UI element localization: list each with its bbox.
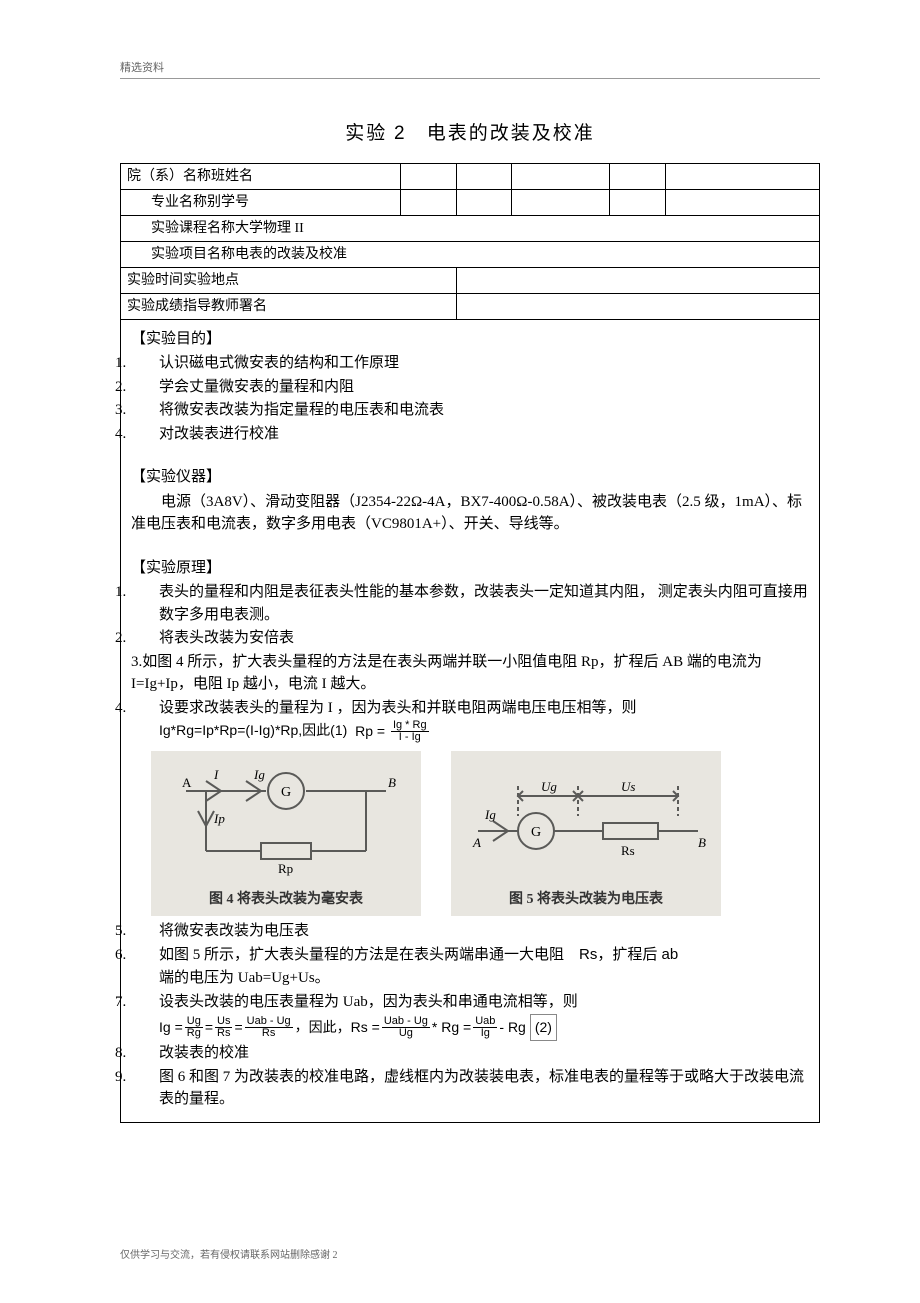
list-item: 5.将微安表改装为电压表 <box>131 920 809 943</box>
label-Ug: Ug <box>541 779 557 794</box>
item-text: 表头的量程和内阻是表征表头性能的基本参数，改装表头一定知道其内阻， 测定表头内阻… <box>159 584 808 623</box>
label-B: B <box>388 775 396 790</box>
list-item: 2.学会丈量微安表的量程和内阻 <box>131 376 809 399</box>
cell-label: 实验地点 <box>183 273 239 288</box>
section-heading-principle: 【实验原理】 <box>131 557 809 580</box>
list-item: 2.将表头改装为安倍表 <box>131 627 809 650</box>
page-footer: 仅供学习与交流，若有侵权请联系网站删除感谢 2 <box>120 1248 338 1263</box>
table-row: 实验时间实验地点 <box>121 267 820 293</box>
cell-label: 班姓名 <box>211 169 253 184</box>
cell-label: 实验项目名称 <box>151 247 235 262</box>
list-item: 7.设表头改装的电压表量程为 Uab，因为表头和串通电流相等，则 <box>131 991 809 1014</box>
eq-lhs: Ig*Rg=Ip*Rp=(I-Ig)*Rp,因此(1) <box>159 722 347 738</box>
table-row: 实验项目名称电表的改装及校准 <box>121 241 820 267</box>
list-item: 1.认识磁电式微安表的结构和工作原理 <box>131 352 809 375</box>
eq-ig: Ig = <box>159 1017 183 1038</box>
list-item: 4.对改装表进行校准 <box>131 423 809 446</box>
label-B: B <box>698 835 706 850</box>
item-text: 将表头改装为安倍表 <box>159 630 294 646</box>
fraction: Uab - UgRs <box>243 1016 295 1039</box>
item-text: 设表头改装的电压表量程为 Uab，因为表头和串通电流相等，则 <box>159 994 578 1010</box>
circuit-diagram-4: A B I Ig Ip Rp G <box>166 761 406 881</box>
figures-row: A B I Ig Ip Rp G 图 4 将表头改装为毫安表 <box>151 751 809 916</box>
cell-label: 实验时间 <box>127 273 183 288</box>
fraction: UabIg <box>471 1016 499 1039</box>
label-A: A <box>472 835 481 850</box>
list-item: 3.将微安表改装为指定量程的电压表和电流表 <box>131 399 809 422</box>
item-text: 将微安表改装为指定量程的电压表和电流表 <box>159 402 444 418</box>
label-A: A <box>182 775 192 790</box>
fraction: Ig * Rg I - Ig <box>389 720 431 743</box>
item-continue: 端的电压为 Uab=Ug+Us。 <box>159 967 809 990</box>
document-title: 实验 2 电表的改装及校准 <box>120 120 820 149</box>
item-text: 认识磁电式微安表的结构和工作原理 <box>159 355 399 371</box>
eq-text: 因此， <box>309 1017 351 1038</box>
figure-5-caption: 图 5 将表头改装为电压表 <box>463 889 709 910</box>
title-number: 2 <box>394 123 407 144</box>
table-row: 专业名称别学号 <box>121 189 820 215</box>
table-row: 实验课程名称大学物理 II <box>121 215 820 241</box>
content-box: 【实验目的】 1.认识磁电式微安表的结构和工作原理 2.学会丈量微安表的量程和内… <box>120 320 820 1123</box>
section-heading-purpose: 【实验目的】 <box>131 328 809 351</box>
item-text-tail: Rs，扩程后 ab <box>579 946 678 963</box>
figure-5: A B Ig Ug Us Rs G 图 5 将表头改装为电压表 <box>451 751 721 916</box>
equation-2: Ig = UgRg = UsRs = Uab - UgRs ， 因此， Rs =… <box>159 1014 809 1041</box>
cell-label: 指导教师署名 <box>183 299 267 314</box>
item-text: 学会丈量微安表的量程和内阻 <box>159 379 354 395</box>
frac-den: I - Ig <box>391 732 429 743</box>
label-Ig: Ig <box>484 807 496 822</box>
table-row: 实验成绩指导教师署名 <box>121 293 820 319</box>
table-row: 院（系）名称班姓名 <box>121 163 820 189</box>
label-Ig: Ig <box>253 767 265 782</box>
figure-4-caption: 图 4 将表头改装为毫安表 <box>163 889 409 910</box>
fraction: UsRs <box>213 1016 234 1039</box>
cell-value: 大学物理 II <box>235 221 304 236</box>
eq-rs: Rs = <box>351 1017 380 1038</box>
cell-label: 院（系）名称 <box>127 169 211 184</box>
circuit-diagram-5: A B Ig Ug Us Rs G <box>463 761 713 881</box>
title-prefix: 实验 <box>345 123 387 144</box>
list-item: 1.表头的量程和内阻是表征表头性能的基本参数，改装表头一定知道其内阻， 测定表头… <box>131 581 809 626</box>
item-text: 改装表的校准 <box>159 1045 249 1061</box>
label-Ip: Ip <box>213 811 225 826</box>
header-rule <box>120 78 820 79</box>
cell-label: 别学号 <box>207 195 249 210</box>
item-text: 图 6 和图 7 为改装表的校准电路，虚线框内为改装装电表，标准电表的量程等于或… <box>159 1069 804 1108</box>
label-I: I <box>213 767 219 782</box>
list-item: 3.如图 4 所示，扩大表头量程的方法是在表头两端并联一小阻值电阻 Rp，扩程后… <box>131 651 809 696</box>
list-item: 8.改装表的校准 <box>131 1042 809 1065</box>
rp-label: Rp = <box>355 721 385 742</box>
label-G: G <box>531 825 541 840</box>
list-item: 4.设要求改装表头的量程为 I ，因为表头和并联电阻两端电压电压相等，则 <box>131 697 809 720</box>
item-text: 将微安表改装为电压表 <box>159 923 309 939</box>
list-item: 6.如图 5 所示，扩大表头量程的方法是在表头两端串通一大电阻 Rs，扩程后 a… <box>131 944 809 967</box>
cell-label: 实验课程名称 <box>151 221 235 236</box>
list-item: 9.图 6 和图 7 为改装表的校准电路，虚线框内为改装装电表，标准电表的量程等… <box>131 1066 809 1111</box>
figure-4: A B I Ig Ip Rp G 图 4 将表头改装为毫安表 <box>151 751 421 916</box>
apparatus-text: 电源（3A8V）、滑动变阻器（J2354-22Ω-4A，BX7-400Ω-0.5… <box>131 491 809 536</box>
equation-1: Ig*Rg=Ip*Rp=(I-Ig)*Rp,因此(1) Rp = Ig * Rg… <box>159 720 809 743</box>
item-text: 如图 5 所示，扩大表头量程的方法是在表头两端串通一大电阻 <box>159 947 564 963</box>
fraction: Uab - UgUg <box>380 1016 432 1039</box>
title-text: 电表的改装及校准 <box>427 123 595 144</box>
info-table: 院（系）名称班姓名 专业名称别学号 实验课程名称大学物理 II 实验项目名称电表… <box>120 163 820 320</box>
cell-label: 专业名称 <box>151 195 207 210</box>
label-Us: Us <box>621 779 635 794</box>
label-Rp: Rp <box>278 861 293 876</box>
item-text: 对改装表进行校准 <box>159 426 279 442</box>
header-watermark: 精选资料 <box>120 60 164 77</box>
cell-value: 电表的改装及校准 <box>235 247 347 262</box>
section-heading-apparatus: 【实验仪器】 <box>131 466 809 489</box>
label-Rs: Rs <box>621 843 635 858</box>
item-text: 设要求改装表头的量程为 I ，因为表头和并联电阻两端电压电压相等，则 <box>159 700 637 716</box>
eq-tail: - Rg <box>499 1017 525 1038</box>
fraction: UgRg <box>183 1016 205 1039</box>
eq-star: * Rg = <box>432 1017 471 1038</box>
label-G: G <box>281 785 291 800</box>
eq-number-box: (2) <box>530 1014 557 1041</box>
cell-label: 实验成绩 <box>127 299 183 314</box>
page: 精选资料 实验 2 电表的改装及校准 院（系）名称班姓名 专业名称别学号 实验课… <box>0 0 920 1303</box>
